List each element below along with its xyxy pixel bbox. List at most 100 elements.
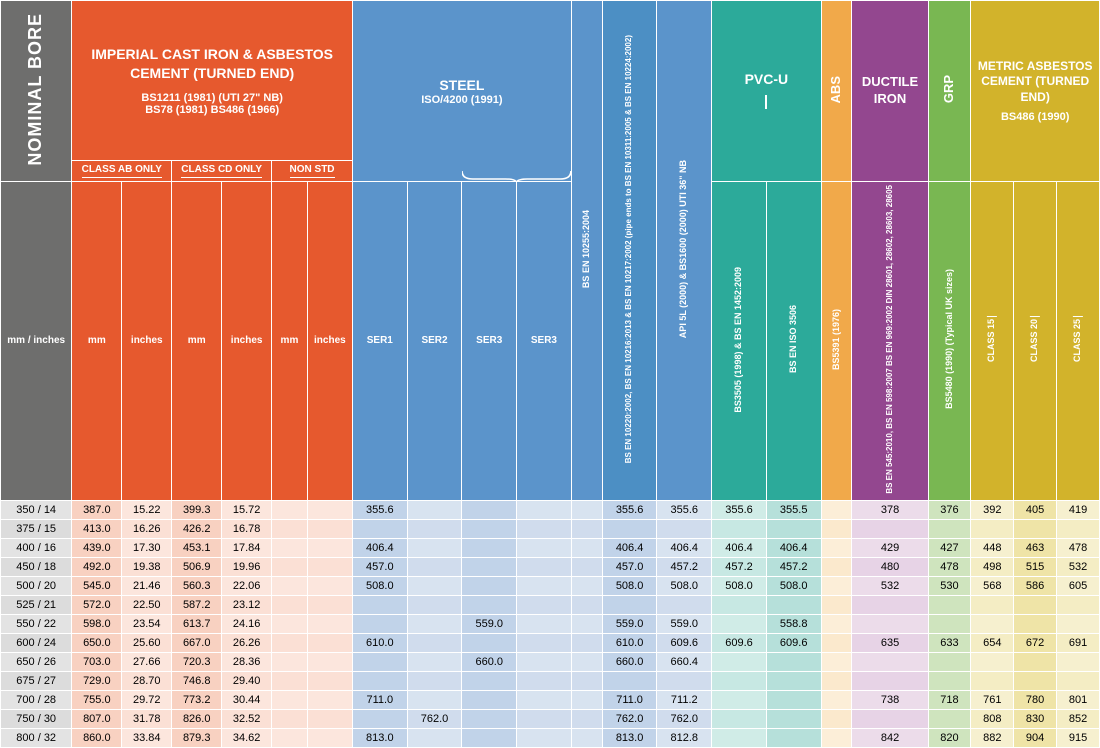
cell-nb: 650 / 26 — [1, 652, 72, 671]
cell-ns_mm — [272, 690, 308, 709]
cell-ab_mm: 650.0 — [72, 633, 122, 652]
cell-api: 609.6 — [657, 633, 712, 652]
cell-b220: 406.4 — [602, 538, 657, 557]
cell-m25 — [1057, 519, 1100, 538]
cell-pv2 — [766, 690, 821, 709]
cell-m25 — [1057, 614, 1100, 633]
cell-di — [852, 652, 928, 671]
cell-grp: 427 — [928, 538, 971, 557]
cell-s3b — [517, 519, 572, 538]
cell-s2 — [407, 614, 462, 633]
cell-s2 — [407, 652, 462, 671]
cell-s3a — [462, 538, 517, 557]
cell-api: 762.0 — [657, 709, 712, 728]
cell-s1: 457.0 — [352, 557, 407, 576]
cell-m15: 448 — [971, 538, 1014, 557]
cell-nb: 600 / 24 — [1, 633, 72, 652]
cell-ns_in — [307, 595, 352, 614]
cell-pv1 — [712, 614, 767, 633]
cell-ns_in — [307, 614, 352, 633]
cell-s3b — [517, 595, 572, 614]
cell-nb: 700 / 28 — [1, 690, 72, 709]
cell-grp: 633 — [928, 633, 971, 652]
cell-cd_mm: 560.3 — [172, 576, 222, 595]
cell-nb: 675 / 27 — [1, 671, 72, 690]
cell-grp: 376 — [928, 500, 971, 519]
cell-ns_in — [307, 557, 352, 576]
cell-m20 — [1014, 614, 1057, 633]
cell-pv1: 457.2 — [712, 557, 767, 576]
cell-abs — [821, 500, 852, 519]
cell-cd_mm: 720.3 — [172, 652, 222, 671]
cell-pv1: 609.6 — [712, 633, 767, 652]
hdr-api: API 5L (2000) & BS1600 (2000) UTI 36" NB — [657, 1, 712, 501]
cell-api: 711.2 — [657, 690, 712, 709]
cell-s2 — [407, 538, 462, 557]
hdr-nominal-bore: NOMINAL BORE — [1, 1, 72, 182]
table-row: 800 / 32860.033.84879.334.62813.0813.081… — [1, 728, 1100, 747]
cell-ab_mm: 572.0 — [72, 595, 122, 614]
cell-s3a — [462, 500, 517, 519]
hdr-bs10220: BS EN 10220:2002, BS EN 10216:2013 & BS … — [602, 1, 657, 501]
cell-b255 — [571, 709, 602, 728]
table-row: 450 / 18492.019.38506.919.96457.0457.045… — [1, 557, 1100, 576]
cell-di: 429 — [852, 538, 928, 557]
cell-ns_in — [307, 690, 352, 709]
cell-s2 — [407, 576, 462, 595]
cell-cd_mm: 426.2 — [172, 519, 222, 538]
cell-grp — [928, 595, 971, 614]
cell-m25: 532 — [1057, 557, 1100, 576]
cell-m25 — [1057, 671, 1100, 690]
cell-ab_in: 15.22 — [122, 500, 172, 519]
cell-api: 559.0 — [657, 614, 712, 633]
cell-b220: 813.0 — [602, 728, 657, 747]
table-row: 500 / 20545.021.46560.322.06508.0508.050… — [1, 576, 1100, 595]
cell-abs — [821, 633, 852, 652]
cell-di — [852, 709, 928, 728]
hdr-cd-in: inches — [222, 182, 272, 501]
cell-grp — [928, 652, 971, 671]
cell-s2 — [407, 671, 462, 690]
cell-pv2 — [766, 595, 821, 614]
cell-m20: 830 — [1014, 709, 1057, 728]
cell-s3b — [517, 557, 572, 576]
cell-s3b — [517, 652, 572, 671]
cell-api — [657, 671, 712, 690]
cell-b220: 610.0 — [602, 633, 657, 652]
cell-s1: 813.0 — [352, 728, 407, 747]
cell-ns_in — [307, 500, 352, 519]
cell-m20: 586 — [1014, 576, 1057, 595]
cell-abs — [821, 595, 852, 614]
cell-b255 — [571, 690, 602, 709]
cell-m20: 672 — [1014, 633, 1057, 652]
cell-cd_in: 28.36 — [222, 652, 272, 671]
cell-ns_in — [307, 633, 352, 652]
hdr-pvcu: PVC-U — [712, 1, 821, 182]
cell-cd_in: 29.40 — [222, 671, 272, 690]
cell-pv1: 355.6 — [712, 500, 767, 519]
cell-b255 — [571, 633, 602, 652]
cell-b220: 457.0 — [602, 557, 657, 576]
hdr-ab-mm: mm — [72, 182, 122, 501]
cell-cd_in: 32.52 — [222, 709, 272, 728]
cell-s2 — [407, 519, 462, 538]
cell-di — [852, 671, 928, 690]
cell-ab_mm: 755.0 — [72, 690, 122, 709]
cell-s2: 762.0 — [407, 709, 462, 728]
cell-cd_mm: 613.7 — [172, 614, 222, 633]
cell-ab_in: 22.50 — [122, 595, 172, 614]
cell-abs — [821, 671, 852, 690]
cell-b255 — [571, 557, 602, 576]
cell-s3a: 559.0 — [462, 614, 517, 633]
cell-abs — [821, 519, 852, 538]
cell-api: 457.2 — [657, 557, 712, 576]
hdr-class-ab: CLASS AB ONLY — [72, 161, 172, 182]
cell-di: 842 — [852, 728, 928, 747]
cell-abs — [821, 614, 852, 633]
cell-nb: 750 / 30 — [1, 709, 72, 728]
cell-cd_mm: 453.1 — [172, 538, 222, 557]
cell-b255 — [571, 576, 602, 595]
hdr-metric: METRIC ASBESTOS CEMENT (TURNED END) BS48… — [971, 1, 1100, 182]
cell-pv2: 457.2 — [766, 557, 821, 576]
cell-ns_mm — [272, 576, 308, 595]
